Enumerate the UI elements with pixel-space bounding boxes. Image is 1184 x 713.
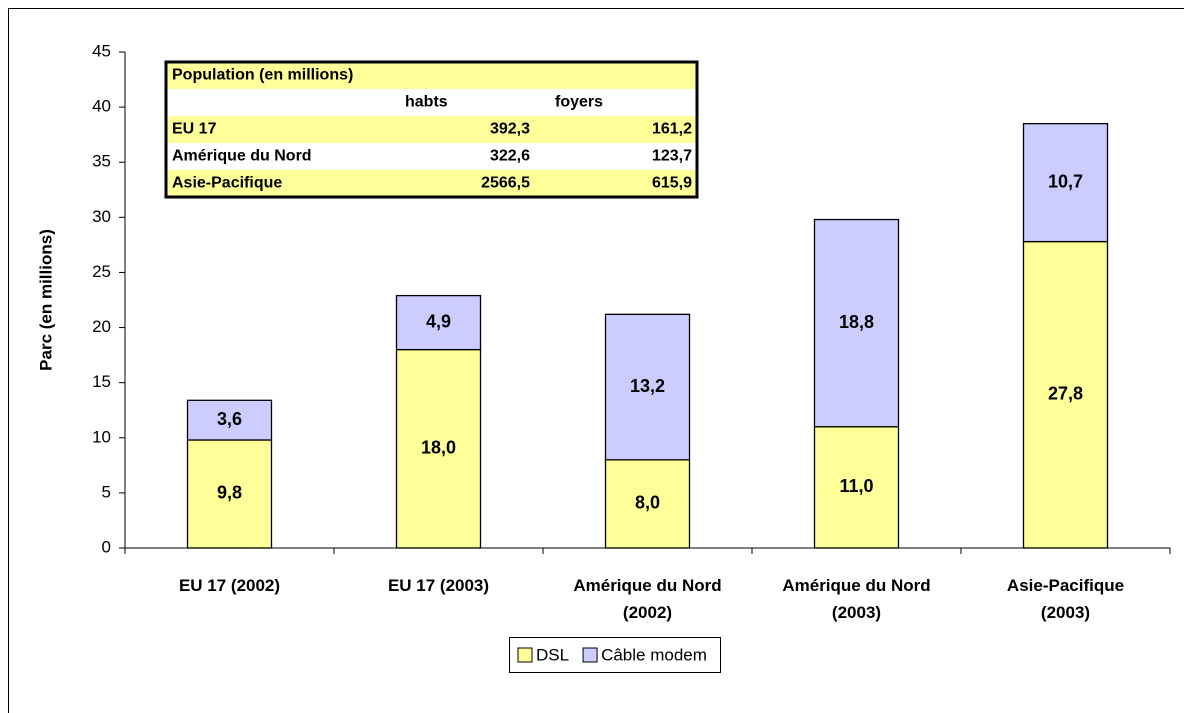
table-cell: EU 17	[172, 121, 217, 138]
y-tick-label: 35	[92, 152, 111, 171]
legend-label: Câble modem	[601, 645, 707, 664]
table-cell: 161,2	[652, 121, 692, 138]
bar	[813, 426, 900, 549]
table-cell: Asie-Pacifique	[172, 175, 282, 192]
table-border	[164, 60, 699, 199]
data-label: 27,8	[1048, 384, 1083, 404]
bar	[186, 439, 273, 549]
data-label: 11,0	[839, 476, 873, 496]
x-tick-label: EU 17 (2002)	[178, 576, 281, 595]
y-tick-label: 15	[92, 372, 111, 391]
legend-swatch	[517, 647, 533, 663]
y-tick-label: 30	[92, 207, 111, 226]
y-tick-label: 45	[92, 41, 111, 60]
x-tick-label: Asie-Pacifique (2003)	[1006, 576, 1125, 622]
table-cell: 392,3	[490, 121, 530, 138]
data-label: 3,6	[217, 409, 242, 429]
data-label: 4,9	[426, 311, 451, 331]
bar	[1022, 122, 1109, 243]
bar	[395, 294, 482, 351]
table-cell: 123,7	[652, 148, 692, 165]
table-cell: Amérique du Nord	[172, 148, 312, 165]
table-row-bg	[166, 116, 697, 143]
bar	[186, 399, 273, 441]
table-cell: 2566,5	[481, 175, 530, 192]
y-tick-label: 5	[102, 482, 111, 501]
y-tick-label: 20	[92, 317, 111, 336]
bar	[604, 459, 691, 549]
table-header: foyers	[555, 94, 603, 111]
table-cell: 322,6	[490, 148, 530, 165]
legend-box	[509, 637, 721, 673]
y-tick-label: 10	[92, 427, 111, 446]
bar	[813, 218, 900, 428]
x-tick-label: Amérique du Nord (2002)	[573, 576, 722, 622]
data-label: 18,0	[421, 438, 456, 458]
bar	[604, 313, 691, 461]
legend-swatch	[582, 647, 598, 663]
bar	[1022, 240, 1109, 549]
x-tick-label: EU 17 (2003)	[387, 576, 490, 595]
y-tick-label: 0	[102, 537, 111, 556]
y-tick-label: 40	[92, 97, 111, 116]
data-label: 10,7	[1048, 171, 1083, 191]
table-header: habts	[405, 94, 448, 111]
data-label: 8,0	[635, 493, 660, 513]
y-axis-title: Parc (en millions)	[36, 229, 55, 371]
chart-frame	[8, 8, 1184, 713]
x-tick-label: Amérique du Nord (2003)	[782, 576, 931, 622]
data-label: 13,2	[630, 376, 665, 396]
table-cell: 615,9	[652, 175, 692, 192]
data-label: 18,8	[839, 312, 874, 332]
table-title: Population (en millions)	[172, 67, 353, 84]
y-tick-label: 25	[92, 262, 111, 281]
data-label: 9,8	[217, 483, 242, 503]
table-row-bg	[166, 170, 697, 197]
table-row-bg	[166, 62, 697, 89]
table-row-bg	[166, 89, 697, 116]
bar	[395, 348, 482, 549]
legend-label: DSL	[536, 645, 569, 664]
table-row-bg	[166, 143, 697, 170]
